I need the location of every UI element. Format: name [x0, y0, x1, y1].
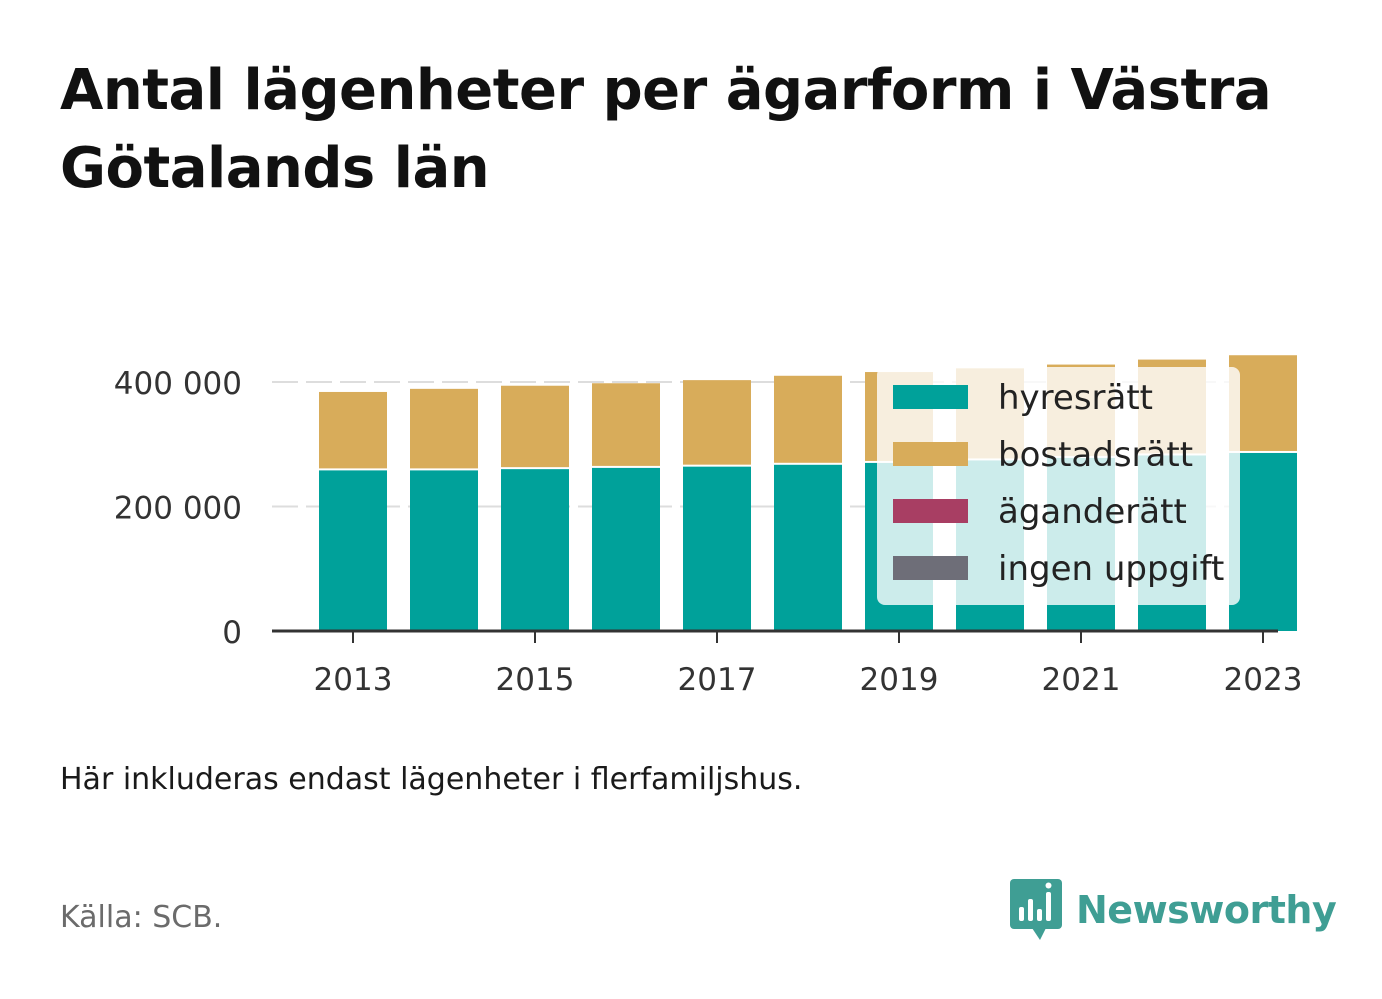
newsworthy-logo-icon — [1010, 879, 1062, 940]
bar-segment-hyresratt — [501, 469, 569, 631]
chart-note: Här inkluderas endast lägenheter i flerf… — [60, 762, 803, 797]
bar-segment-hyresratt — [592, 467, 660, 631]
bar-segment-hyresratt — [683, 466, 751, 631]
x-tick-label: 2017 — [678, 662, 757, 698]
bar-segment-bostadsratt — [319, 391, 387, 469]
bar-segment-bostadsratt — [1229, 355, 1297, 451]
legend-label: hyresrätt — [998, 378, 1153, 418]
axes: 0 200 000 400 000 2013 2015 2017 2019 2021 2023 — [114, 366, 1303, 698]
x-tick-label: 2013 — [314, 662, 393, 698]
x-tick-label: 2021 — [1042, 662, 1121, 698]
bar-segment-hyresratt — [319, 470, 387, 631]
legend-label: bostadsrätt — [998, 435, 1193, 475]
x-tick-label: 2019 — [860, 662, 939, 698]
legend-swatch — [893, 556, 968, 580]
bar-segment-bostadsratt — [683, 380, 751, 465]
bar-segment-hyresratt — [774, 464, 842, 631]
legend-box — [877, 367, 1240, 605]
bar-segment-bostadsratt — [501, 385, 569, 468]
legend-label: ingen uppgift — [998, 549, 1224, 589]
y-tick-label: 200 000 — [114, 491, 242, 527]
brand-name: Newsworthy — [1076, 888, 1337, 932]
x-tick-label: 2015 — [496, 662, 575, 698]
x-tick-label: 2023 — [1224, 662, 1303, 698]
legend-swatch — [893, 499, 968, 523]
y-tick-label: 0 — [222, 615, 242, 651]
chart-title: Antal lägenheter per ägarform i Västra G… — [60, 58, 1272, 201]
bar-segment-bostadsratt — [592, 383, 660, 466]
bar-segment-bostadsratt — [774, 375, 842, 463]
brand-logo: Newsworthy — [1010, 878, 1337, 942]
legend: hyresrätt bostadsrätt äganderätt ingen uppg… — [877, 367, 1240, 605]
legend-swatch — [893, 442, 968, 466]
bar-segment-hyresratt — [1229, 452, 1297, 631]
legend-swatch — [893, 385, 968, 409]
y-tick-label: 400 000 — [114, 366, 242, 402]
legend-label: äganderätt — [998, 492, 1187, 532]
bar-segment-hyresratt — [410, 470, 478, 631]
source-label: Källa: SCB. — [60, 900, 223, 935]
bar-segment-bostadsratt — [410, 388, 478, 469]
